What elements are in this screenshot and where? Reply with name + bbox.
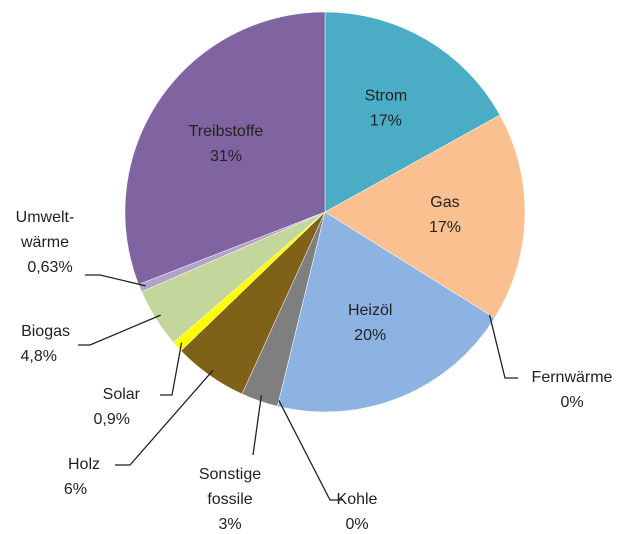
leader-line — [115, 369, 214, 466]
slice-value-label: 6% — [64, 481, 87, 498]
pie-slice — [324, 114, 526, 319]
leader-line — [78, 314, 161, 346]
slice-label: Kohle — [337, 491, 378, 508]
slice-value-label: 3% — [218, 516, 241, 533]
slice-label: Gas — [430, 194, 459, 211]
slice-label: Biogas — [21, 323, 70, 340]
leader-line — [252, 395, 263, 456]
slice-value-label: 20% — [354, 327, 386, 344]
slice-value-label: 0,63% — [27, 259, 72, 276]
leader-line — [278, 400, 342, 501]
slice-label: Solar — [103, 386, 141, 403]
slice-value-label: 0,9% — [94, 411, 130, 428]
slice-value-label: 17% — [429, 219, 461, 236]
slice-value-label: 0% — [560, 394, 583, 411]
pie-slice — [324, 11, 501, 213]
slice-label: Strom — [365, 88, 408, 105]
slice-label: Heizöl — [348, 302, 392, 319]
pie-slice — [124, 11, 326, 285]
slice-value-label: 31% — [210, 148, 242, 165]
slice-label: Treibstoffe — [189, 123, 264, 140]
slice-value-label: 0% — [345, 516, 368, 533]
slice-value-label: 17% — [370, 113, 402, 130]
leader-line — [488, 314, 518, 379]
slice-value-label: 4,8% — [21, 348, 57, 365]
slice-label: Sonstige fossile — [199, 466, 261, 508]
slice-label: Holz — [68, 456, 100, 473]
pie-slice — [277, 211, 495, 413]
leader-line — [160, 342, 183, 396]
leader-line — [85, 274, 146, 287]
slice-label: Fernwärme — [532, 369, 613, 386]
slice-label: Umwelt-wärme — [16, 209, 75, 251]
